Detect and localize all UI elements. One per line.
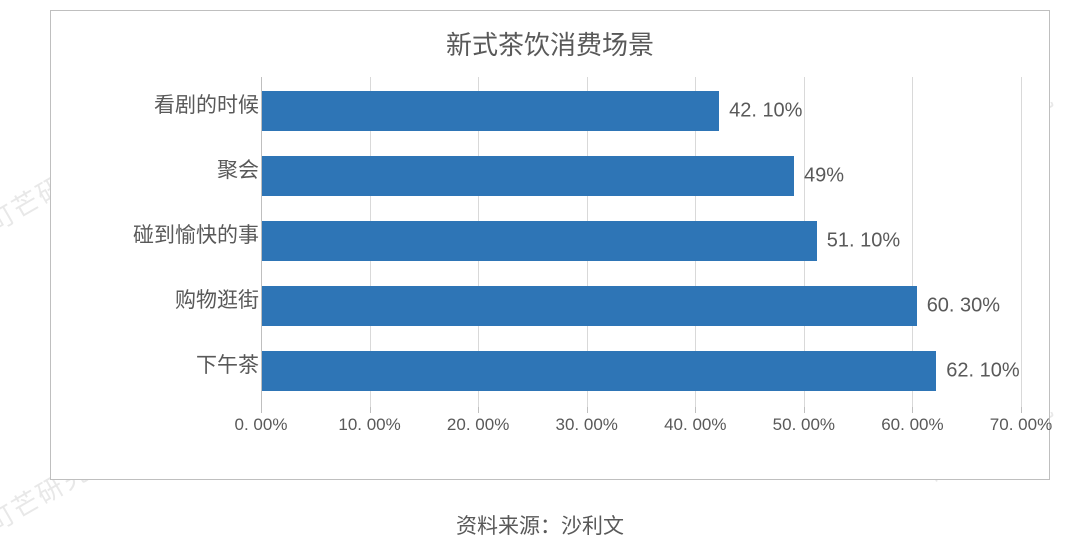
bar-value-label: 42. 10% xyxy=(719,100,802,123)
bar: 49% xyxy=(262,156,794,196)
x-tick-label: 0. 00% xyxy=(235,415,288,435)
bar: 60. 30% xyxy=(262,286,917,326)
plot-area: 42. 10% 49% 51. 10% 60. 30% 62. 10% xyxy=(261,77,1021,407)
source-text: 资料来源：沙利文 xyxy=(0,510,1080,540)
category-label: 聚会 xyxy=(59,154,259,184)
x-tick-mark xyxy=(370,407,371,413)
x-tick-label: 40. 00% xyxy=(664,415,726,435)
x-tick-label: 20. 00% xyxy=(447,415,509,435)
chart-container: 新式茶饮消费场景 看剧的时候 聚会 碰到愉快的事 购物逛街 下午茶 0. 00%… xyxy=(50,10,1050,480)
bar-value-label: 51. 10% xyxy=(817,230,900,253)
category-label: 购物逛街 xyxy=(59,284,259,314)
category-label: 下午茶 xyxy=(59,349,259,379)
bar-value-label: 60. 30% xyxy=(917,295,1000,318)
bar: 62. 10% xyxy=(262,351,936,391)
bar: 42. 10% xyxy=(262,91,719,131)
x-tick-mark xyxy=(587,407,588,413)
x-tick-mark xyxy=(912,407,913,413)
x-tick-label: 50. 00% xyxy=(773,415,835,435)
bar: 51. 10% xyxy=(262,221,817,261)
category-label: 看剧的时候 xyxy=(59,89,259,119)
category-label: 碰到愉快的事 xyxy=(59,219,259,249)
x-tick-mark xyxy=(1021,407,1022,413)
x-tick-label: 60. 00% xyxy=(881,415,943,435)
x-tick-label: 10. 00% xyxy=(338,415,400,435)
x-tick-mark xyxy=(695,407,696,413)
x-tick-label: 70. 00% xyxy=(990,415,1052,435)
bar-value-label: 62. 10% xyxy=(936,360,1019,383)
bar-value-label: 49% xyxy=(794,165,844,188)
chart-title: 新式茶饮消费场景 xyxy=(51,11,1049,70)
gridline xyxy=(1021,77,1022,407)
x-tick-label: 30. 00% xyxy=(556,415,618,435)
x-tick-mark xyxy=(478,407,479,413)
x-tick-mark xyxy=(261,407,262,413)
x-tick-mark xyxy=(804,407,805,413)
